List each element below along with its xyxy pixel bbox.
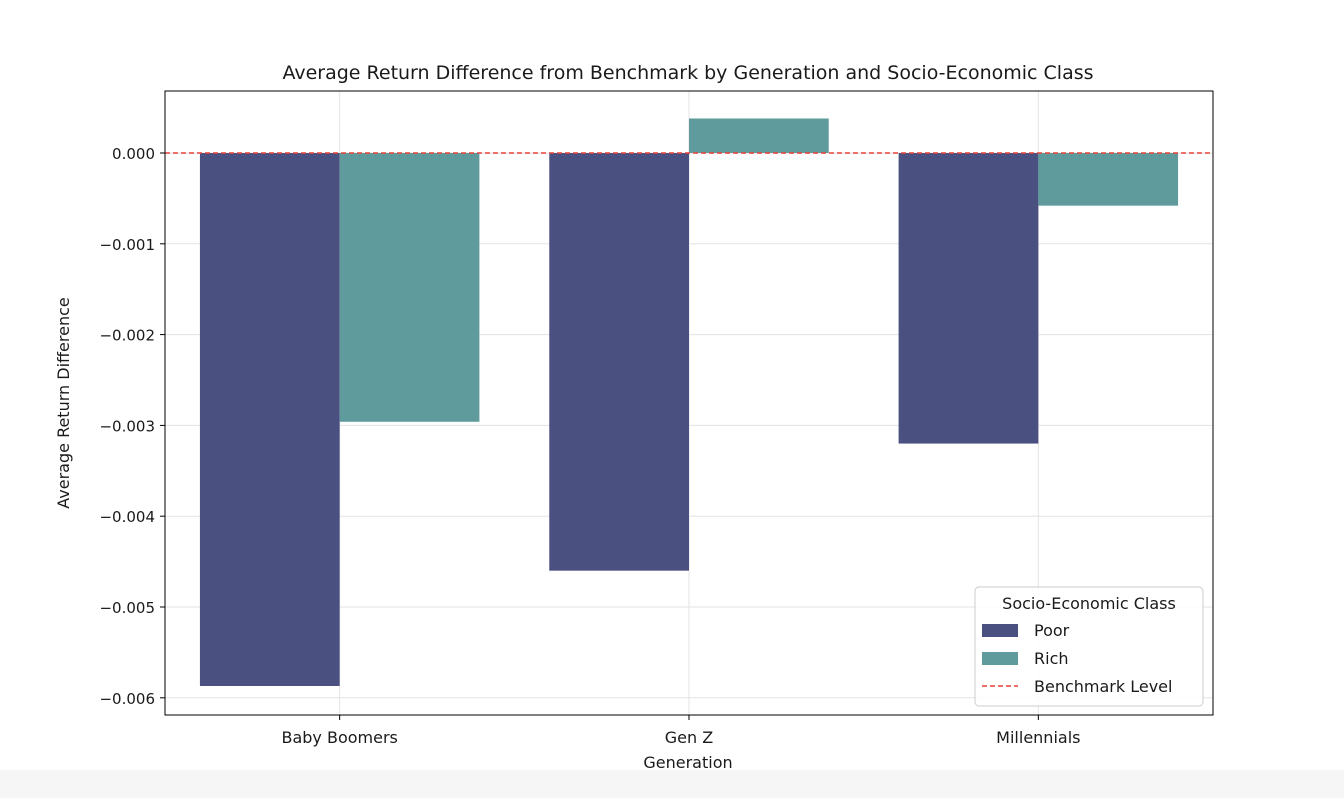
legend: Socio-Economic Class Poor Rich Benchmark… xyxy=(974,586,1204,707)
y-axis-label: Average Return Difference xyxy=(54,297,73,508)
legend-title: Socio-Economic Class xyxy=(1002,594,1176,613)
y-tick-label: −0.003 xyxy=(99,417,155,435)
bar-rich-baby-boomers xyxy=(339,153,480,422)
bottom-strip xyxy=(0,770,1344,798)
legend-swatch-rich xyxy=(982,652,1018,665)
y-tick-label: 0.000 xyxy=(112,145,155,163)
bar-poor-baby-boomers xyxy=(199,153,340,686)
x-tick-label: Millennials xyxy=(996,728,1080,747)
y-tick-label: −0.006 xyxy=(99,690,155,708)
y-tick-label: −0.001 xyxy=(99,236,155,254)
x-tick-label: Gen Z xyxy=(665,728,713,747)
y-axis: 0.000 −0.001 −0.002 −0.003 −0.004 −0.005 −0.00… xyxy=(99,145,165,708)
x-axis-label: Generation xyxy=(643,753,732,770)
legend-label-rich: Rich xyxy=(1034,649,1069,668)
bar-poor-millennials xyxy=(898,153,1039,444)
y-tick-label: −0.004 xyxy=(99,508,155,526)
bar-chart: Average Return Difference from Benchmark… xyxy=(54,62,1214,772)
chart-title: Average Return Difference from Benchmark… xyxy=(282,62,1093,84)
legend-label-benchmark: Benchmark Level xyxy=(1034,677,1172,696)
y-tick-label: −0.002 xyxy=(99,327,155,345)
legend-swatch-poor xyxy=(982,624,1018,637)
bar-rich-millennials xyxy=(1038,153,1179,206)
bar-poor-gen-z xyxy=(549,153,689,571)
x-axis: Baby Boomers Gen Z Millennials xyxy=(281,715,1080,747)
y-tick-label: −0.005 xyxy=(99,599,155,617)
x-tick-label: Baby Boomers xyxy=(281,728,397,747)
legend-label-poor: Poor xyxy=(1034,621,1070,640)
legend-box xyxy=(974,586,1204,707)
bar-rich-gen-z xyxy=(689,118,829,153)
bars xyxy=(199,118,1179,686)
